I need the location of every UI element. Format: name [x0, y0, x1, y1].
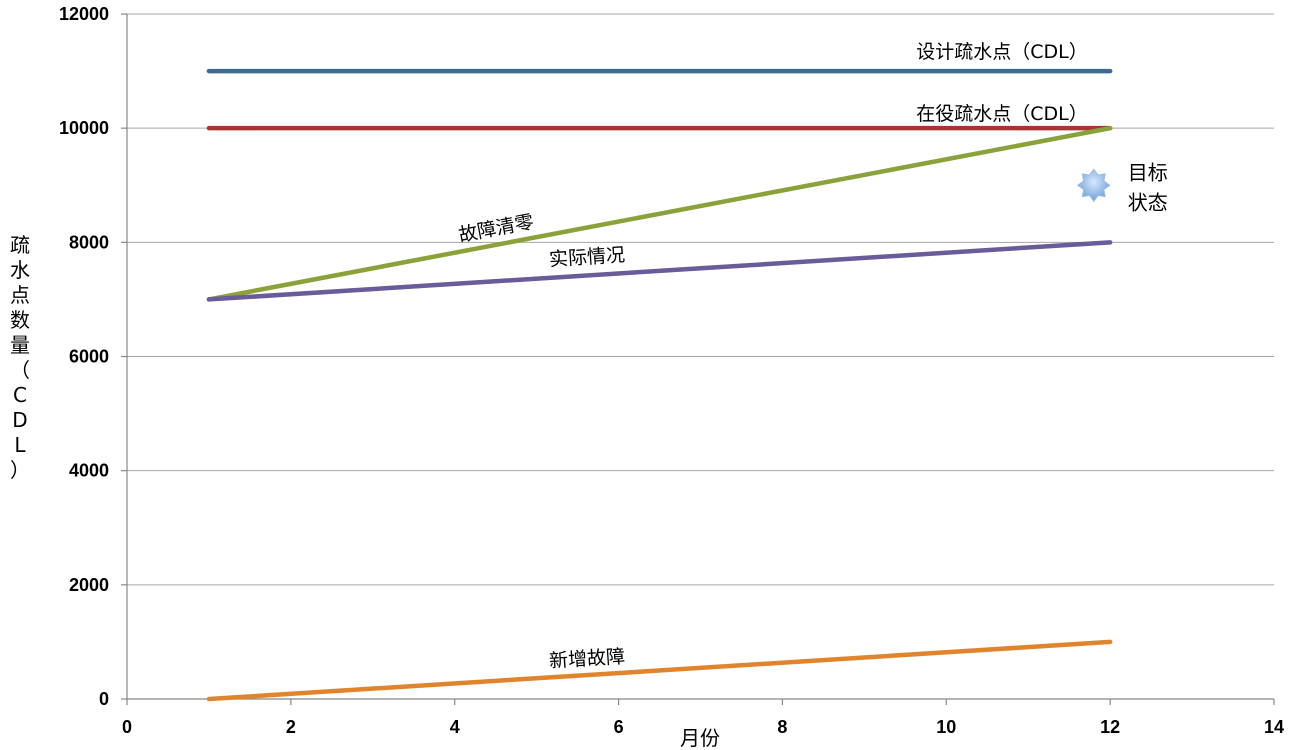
y-tick-labels: 0 2000 4000 6000 8000 10000 12000 [59, 4, 109, 709]
y-tick-label: 0 [99, 689, 109, 709]
grid-lines [127, 13, 1274, 586]
x-tick-label: 8 [777, 717, 787, 737]
series-lines [206, 68, 1113, 702]
series-line [206, 125, 1113, 302]
x-tick-label: 4 [450, 717, 460, 737]
star-icon [1076, 168, 1111, 203]
y-axis-label: 疏水点数量（ C D L） [10, 233, 30, 482]
x-tick-label: 12 [1100, 717, 1120, 737]
y-tick-label: 6000 [69, 347, 109, 367]
series-line [206, 639, 1113, 702]
x-tick-label: 0 [122, 717, 132, 737]
series-label: 实际情况 [548, 244, 625, 271]
y-tick-label: 2000 [69, 575, 109, 595]
y-tick-label: 12000 [59, 4, 109, 24]
x-tick-label: 10 [936, 717, 956, 737]
series-label: 新增故障 [548, 646, 625, 673]
y-tick-label: 10000 [59, 118, 109, 138]
series-label: 设计疏水点（CDL） [916, 41, 1087, 63]
x-tick-label: 6 [614, 717, 624, 737]
annotation-label: 状态 [1128, 190, 1168, 214]
annotation-label: 目标 [1128, 160, 1168, 184]
x-axis-label: 月份 [680, 726, 720, 750]
series-line [206, 240, 1113, 302]
axes [121, 13, 1275, 705]
y-tick-label: 4000 [69, 461, 109, 481]
x-tick-label: 14 [1264, 717, 1284, 737]
y-tick-label: 8000 [69, 232, 109, 252]
x-tick-labels: 0 2 4 6 8 10 12 14 [122, 717, 1284, 737]
x-tick-label: 2 [286, 717, 296, 737]
series-label: 在役疏水点（CDL） [916, 103, 1087, 125]
